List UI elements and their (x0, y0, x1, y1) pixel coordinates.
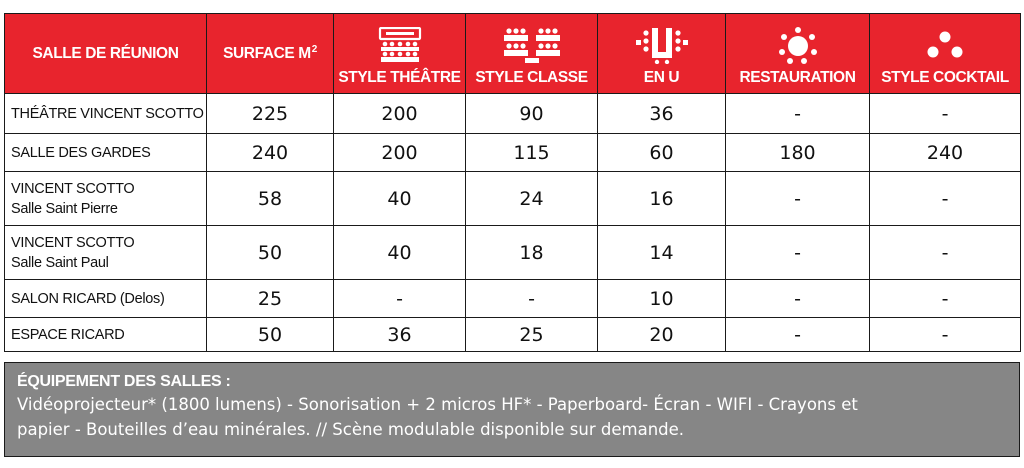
theatre-value: 36 (333, 317, 466, 352)
cocktail-value: 240 (869, 133, 1021, 172)
room-name: SALON RICARD (Delos) (4, 279, 207, 318)
room-name: ESPACE RICARD (4, 317, 207, 352)
en-u-value: 36 (597, 93, 726, 134)
header-room-label: SALLE DE RÉUNION (32, 44, 179, 62)
en-u-value: 14 (597, 225, 726, 280)
table-row: ESPACE RICARD 50 36 25 20 - - (4, 317, 1021, 352)
room-name: VINCENT SCOTTO Salle Saint Pierre (4, 171, 207, 226)
surface-value: 25 (206, 279, 334, 318)
header-en-u-label: EN U (643, 69, 680, 86)
cocktail-dots-icon (925, 25, 965, 65)
restauration-value: - (725, 279, 870, 318)
theatre-seating-icon (377, 25, 423, 65)
room-name: THÉÂTRE VINCENT SCOTTO (4, 93, 207, 134)
theatre-value: - (333, 279, 466, 318)
cocktail-value: - (869, 93, 1021, 134)
table-row: SALLE DES GARDES 240 200 115 60 180 240 (4, 133, 1021, 172)
equipment-line-1: Vidéoprojecteur* (1800 lumens) - Sonoris… (17, 395, 858, 414)
cocktail-value: - (869, 317, 1021, 352)
surface-value: 50 (206, 317, 334, 352)
theatre-value: 40 (333, 225, 466, 280)
header-surface-label: SURFACE M2 (223, 43, 317, 63)
banquet-table-icon (776, 25, 820, 65)
classe-value: 90 (465, 93, 598, 134)
classe-value: 115 (465, 133, 598, 172)
header-classe: STYLE CLASSE (465, 13, 598, 94)
surface-value: 240 (206, 133, 334, 172)
theatre-value: 200 (333, 93, 466, 134)
theatre-value: 200 (333, 133, 466, 172)
header-restauration: RESTAURATION (725, 13, 870, 94)
restauration-value: - (725, 317, 870, 352)
classe-value: 18 (465, 225, 598, 280)
header-cocktail: STYLE COCKTAIL (869, 13, 1021, 94)
surface-value: 225 (206, 93, 334, 134)
header-restauration-label: RESTAURATION (739, 69, 856, 86)
header-row: SALLE DE RÉUNION SURFACE M2 (4, 13, 1021, 94)
surface-value: 58 (206, 171, 334, 226)
header-cocktail-label: STYLE COCKTAIL (881, 69, 1009, 86)
surface-value: 50 (206, 225, 334, 280)
restauration-value: - (725, 171, 870, 226)
header-en-u: EN U (597, 13, 726, 94)
classroom-seating-icon (501, 25, 563, 65)
table-row: VINCENT SCOTTO Salle Saint Pierre 58 40 2… (4, 171, 1021, 226)
header-surface: SURFACE M2 (206, 13, 334, 94)
restauration-value: - (725, 93, 870, 134)
cocktail-value: - (869, 279, 1021, 318)
header-theatre: STYLE THÉÂTRE (333, 13, 466, 94)
theatre-value: 40 (333, 171, 466, 226)
classe-value: 25 (465, 317, 598, 352)
cocktail-value: - (869, 171, 1021, 226)
equipment-line-2: papier - Bouteilles d’eau minérales. // … (17, 420, 685, 439)
classe-value: 24 (465, 171, 598, 226)
table-row: THÉÂTRE VINCENT SCOTTO 225 200 90 36 - - (4, 93, 1021, 134)
classe-value: - (465, 279, 598, 318)
restauration-value: 180 (725, 133, 870, 172)
table-row: SALON RICARD (Delos) 25 - - 10 - - (4, 279, 1021, 318)
room-name: VINCENT SCOTTO Salle Saint Paul (4, 225, 207, 280)
en-u-value: 10 (597, 279, 726, 318)
capacity-table: SALLE DE RÉUNION SURFACE M2 (4, 13, 1021, 352)
table-row: VINCENT SCOTTO Salle Saint Paul 50 40 18 … (4, 225, 1021, 280)
header-room: SALLE DE RÉUNION (4, 13, 207, 94)
equipment-panel: ÉQUIPEMENT DES SALLES : Vidéoprojecteur*… (4, 362, 1020, 457)
en-u-value: 60 (597, 133, 726, 172)
restauration-value: - (725, 225, 870, 280)
header-theatre-label: STYLE THÉÂTRE (338, 69, 461, 86)
en-u-value: 16 (597, 171, 726, 226)
en-u-value: 20 (597, 317, 726, 352)
u-shape-seating-icon (634, 25, 690, 65)
room-name: SALLE DES GARDES (4, 133, 207, 172)
header-classe-label: STYLE CLASSE (475, 69, 588, 86)
cocktail-value: - (869, 225, 1021, 280)
equipment-title: ÉQUIPEMENT DES SALLES : (17, 373, 231, 390)
